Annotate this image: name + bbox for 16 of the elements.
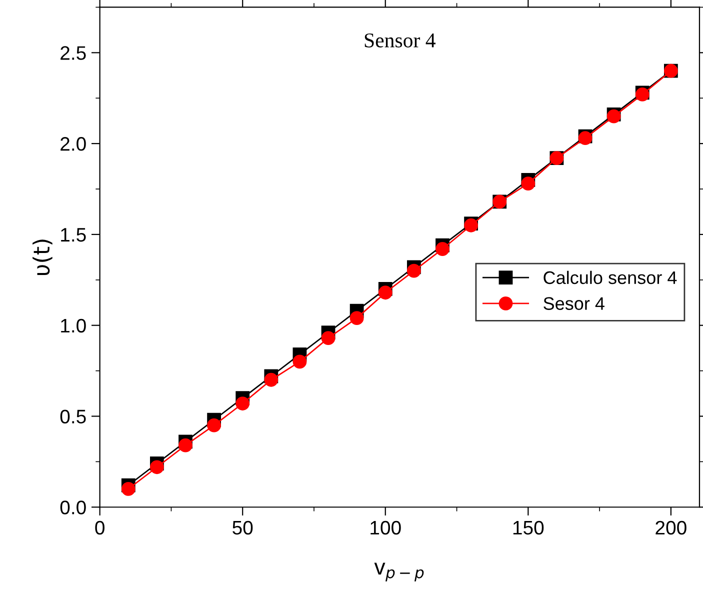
x-tick-label: 100 — [370, 520, 401, 535]
y-tick-label: 2.0 — [60, 137, 86, 151]
text: Sensor 4 — [364, 33, 436, 48]
y-tick-label: 1.5 — [61, 228, 86, 242]
legend-label: Sesor 4 — [544, 297, 604, 310]
x-axis-title: v$_{p−p}$ — [374, 562, 424, 582]
y-axis-title: υ(t) — [32, 240, 52, 276]
legend-label: Calculo sensor 4 — [544, 270, 677, 284]
y-tick-label: 0.5 — [60, 410, 86, 424]
x-tick-label: 0 — [95, 520, 104, 535]
y-tick-label: 2.5 — [60, 46, 86, 60]
x-tick-label: 150 — [513, 520, 544, 535]
x-tick-label: 50 — [232, 520, 253, 535]
x-tick-label: 200 — [656, 520, 686, 535]
y-tick-label: 0.0 — [60, 500, 86, 514]
y-tick-label: 1.0 — [61, 318, 86, 333]
